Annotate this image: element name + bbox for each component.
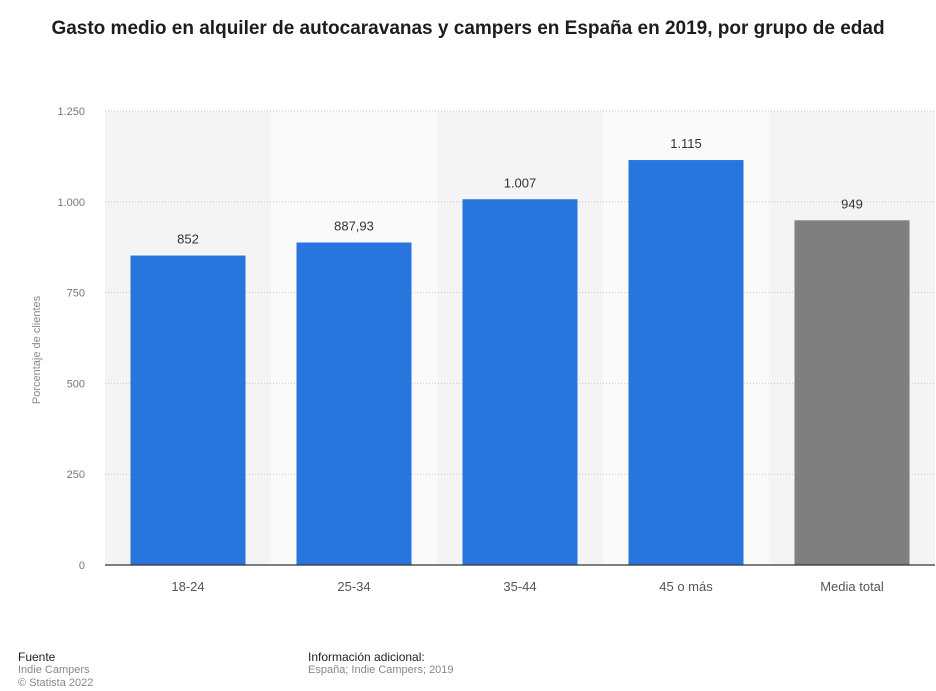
x-tick-label: 18-24 <box>171 579 204 594</box>
bar-value-label: 1.115 <box>670 136 702 151</box>
y-tick-label: 250 <box>67 469 85 481</box>
bar-value-label: 887,93 <box>334 219 374 234</box>
bar <box>130 255 246 566</box>
additional-info-heading[interactable]: Información adicional: <box>308 650 425 664</box>
y-tick-label: 1.250 <box>57 106 85 118</box>
bar <box>462 199 578 565</box>
x-tick-label: 35-44 <box>503 579 536 594</box>
additional-info-block: Información adicional: España; Indie Cam… <box>308 651 454 677</box>
source-block: Fuente Indie Campers © Statista 2022 <box>18 651 93 690</box>
y-axis-title: Porcentaje de clientes <box>31 295 43 404</box>
bar <box>296 242 412 565</box>
y-tick-label: 750 <box>67 288 85 300</box>
additional-info-text: España; Indie Campers; 2019 <box>308 664 454 676</box>
bar-value-label: 852 <box>177 232 199 247</box>
x-tick-label: 25-34 <box>337 579 370 594</box>
bar <box>628 160 744 566</box>
bar-value-label: 1.007 <box>504 175 537 190</box>
bar <box>794 220 910 566</box>
x-tick-label: Media total <box>820 579 884 594</box>
y-tick-label: 0 <box>79 560 85 572</box>
y-tick-label: 500 <box>67 378 85 390</box>
x-tick-label: 45 o más <box>659 579 713 594</box>
y-tick-label: 1.000 <box>57 197 85 209</box>
bar-value-label: 949 <box>841 196 863 211</box>
source-heading: Fuente <box>18 650 56 664</box>
copyright-text: © Statista 2022 <box>18 677 94 689</box>
chart-title: Gasto medio en alquiler de autocaravanas… <box>51 18 885 39</box>
source-name[interactable]: Indie Campers <box>18 664 90 676</box>
